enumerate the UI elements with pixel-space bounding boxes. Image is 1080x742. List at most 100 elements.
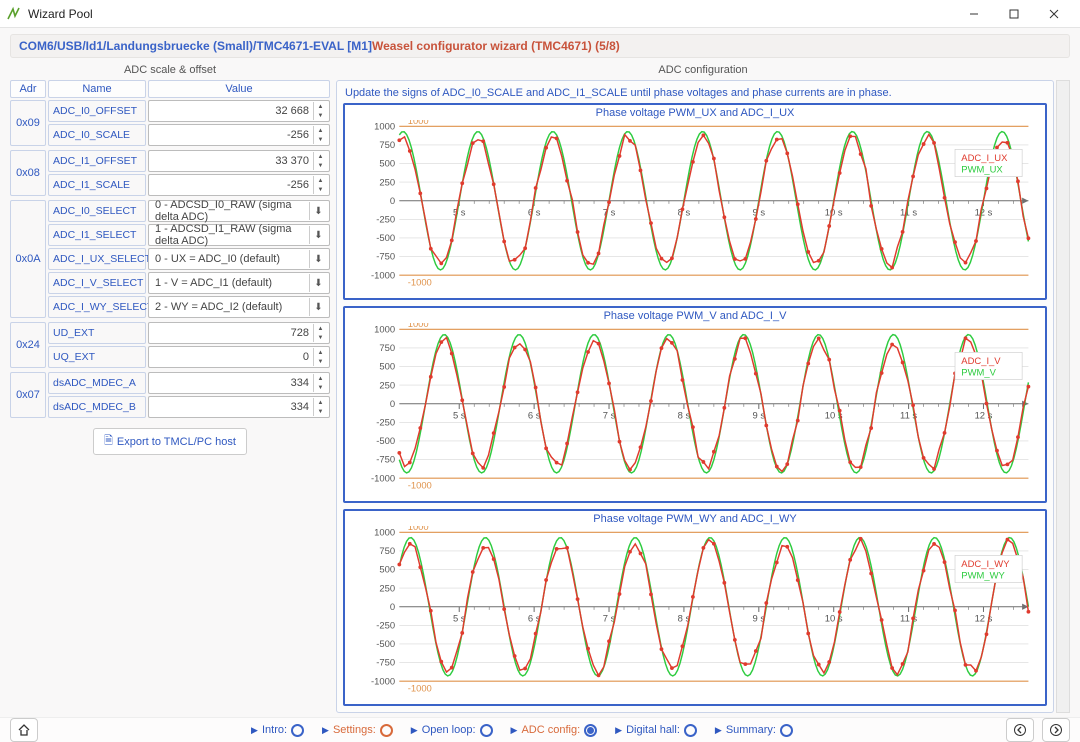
step-radio[interactable] bbox=[480, 724, 493, 737]
svg-text:-250: -250 bbox=[376, 213, 395, 224]
spinner-control[interactable]: ▲▼ bbox=[313, 348, 327, 366]
export-button[interactable]: 🗎 Export to TMCL/PC host bbox=[93, 428, 247, 455]
svg-text:250: 250 bbox=[379, 583, 395, 594]
chart-plot: -1000-750-500-250025050075010005 s6 s7 s… bbox=[349, 323, 1041, 499]
step-marker-icon: ▶ bbox=[322, 725, 329, 736]
header-adr: Adr bbox=[10, 80, 46, 98]
register-name: UQ_EXT bbox=[48, 346, 146, 368]
spinner-control[interactable]: ▲▼ bbox=[313, 126, 327, 144]
register-spinner[interactable]: 334▲▼ bbox=[148, 372, 330, 394]
svg-text:11 s: 11 s bbox=[900, 206, 917, 217]
svg-text:750: 750 bbox=[379, 342, 395, 353]
svg-text:-1000: -1000 bbox=[371, 269, 395, 280]
svg-text:-1000: -1000 bbox=[371, 472, 395, 483]
register-name: ADC_I1_SELECT bbox=[48, 224, 146, 246]
svg-text:10 s: 10 s bbox=[825, 206, 843, 217]
register-row: ADC_I0_OFFSET32 668▲▼ bbox=[48, 100, 330, 122]
step-radio[interactable] bbox=[380, 724, 393, 737]
export-label: Export to TMCL/PC host bbox=[117, 436, 236, 448]
maximize-button[interactable] bbox=[994, 0, 1034, 28]
dropdown-arrow-icon[interactable]: ⬇ bbox=[309, 298, 327, 316]
right-panel-title: ADC configuration bbox=[336, 62, 1070, 80]
svg-text:-750: -750 bbox=[376, 251, 395, 262]
spinner-control[interactable]: ▲▼ bbox=[313, 102, 327, 120]
svg-text:9 s: 9 s bbox=[753, 206, 766, 217]
step-marker-icon: ▶ bbox=[715, 725, 722, 736]
register-row: ADC_I_V_SELECT1 - V = ADC_I1 (default)⬇ bbox=[48, 272, 330, 294]
register-select[interactable]: 0 - UX = ADC_I0 (default)⬇ bbox=[148, 248, 330, 270]
spinner-control[interactable]: ▲▼ bbox=[313, 398, 327, 416]
register-name: ADC_I_WY_SELECT bbox=[48, 296, 146, 318]
register-spinner[interactable]: 334▲▼ bbox=[148, 396, 330, 418]
step-marker-icon: ▶ bbox=[411, 725, 418, 736]
register-spinner[interactable]: 0▲▼ bbox=[148, 346, 330, 368]
register-spinner[interactable]: 33 370▲▼ bbox=[148, 150, 330, 172]
wizard-step[interactable]: ▶ADC config: bbox=[511, 724, 598, 737]
wizard-title: Weasel configurator wizard (TMC4671) (5/… bbox=[372, 39, 1061, 53]
footer-nav: ▶Intro: ▶ Settings: ▶Open loop: ▶ADC config:… bbox=[0, 717, 1080, 742]
register-group: 0x09ADC_I0_OFFSET32 668▲▼ADC_I0_SCALE-25… bbox=[10, 100, 330, 146]
step-radio[interactable] bbox=[684, 724, 697, 737]
svg-text:PWM_WY: PWM_WY bbox=[961, 570, 1005, 581]
app-icon bbox=[6, 6, 22, 22]
chart-box: Phase voltage PWM_UX and ADC_I_UX -1000 -7… bbox=[343, 103, 1047, 300]
svg-text:-500: -500 bbox=[376, 232, 395, 243]
chart-title: Phase voltage PWM_UX and ADC_I_UX bbox=[349, 107, 1041, 120]
spinner-control[interactable]: ▲▼ bbox=[313, 374, 327, 392]
next-button[interactable] bbox=[1042, 718, 1070, 742]
vertical-scrollbar[interactable] bbox=[1056, 80, 1070, 713]
dropdown-arrow-icon[interactable]: ⬇ bbox=[309, 226, 327, 244]
home-button[interactable] bbox=[10, 718, 38, 742]
right-panel: ADC configuration Update the signs of AD… bbox=[336, 62, 1070, 713]
wizard-step[interactable]: ▶ Settings: bbox=[322, 724, 393, 737]
address-cell: 0x08 bbox=[10, 150, 46, 196]
svg-text:ADC_I_UX: ADC_I_UX bbox=[961, 152, 1008, 163]
register-select[interactable]: 1 - V = ADC_I1 (default)⬇ bbox=[148, 272, 330, 294]
step-marker-icon: ▶ bbox=[511, 725, 518, 736]
svg-text:-250: -250 bbox=[376, 417, 395, 428]
svg-text:-1000: -1000 bbox=[408, 480, 432, 491]
left-panel: ADC scale & offset Adr Name Value 0x09AD… bbox=[10, 62, 330, 713]
svg-text:-1000: -1000 bbox=[408, 683, 432, 694]
wizard-step[interactable]: ▶Open loop: bbox=[411, 724, 493, 737]
register-spinner[interactable]: 728▲▼ bbox=[148, 322, 330, 344]
chart-title: Phase voltage PWM_WY and ADC_I_WY bbox=[349, 513, 1041, 526]
wizard-step[interactable]: ▶Intro: bbox=[251, 724, 304, 737]
register-group: 0x24UD_EXT728▲▼UQ_EXT0▲▼ bbox=[10, 322, 330, 368]
wizard-step[interactable]: ▶Digital hall: bbox=[615, 724, 697, 737]
file-icon: 🗎 bbox=[104, 432, 113, 451]
dropdown-arrow-icon[interactable]: ⬇ bbox=[309, 250, 327, 268]
register-row: ADC_I1_SCALE-256▲▼ bbox=[48, 174, 330, 196]
step-radio[interactable] bbox=[780, 724, 793, 737]
register-spinner[interactable]: 32 668▲▼ bbox=[148, 100, 330, 122]
prev-button[interactable] bbox=[1006, 718, 1034, 742]
spinner-control[interactable]: ▲▼ bbox=[313, 152, 327, 170]
step-label: Settings: bbox=[333, 724, 376, 736]
svg-text:-750: -750 bbox=[376, 657, 395, 668]
svg-text:0: 0 bbox=[390, 398, 395, 409]
step-radio[interactable] bbox=[584, 724, 597, 737]
instruction-text: Update the signs of ADC_I0_SCALE and ADC… bbox=[343, 85, 1047, 103]
step-radio[interactable] bbox=[291, 724, 304, 737]
register-select[interactable]: 1 - ADCSD_I1_RAW (sigma delta ADC)⬇ bbox=[148, 224, 330, 246]
wizard-step[interactable]: ▶ Summary: bbox=[715, 724, 793, 737]
svg-text:-1000: -1000 bbox=[371, 676, 395, 687]
chart-box: Phase voltage PWM_WY and ADC_I_WY -1000 -7… bbox=[343, 509, 1047, 706]
register-spinner[interactable]: -256▲▼ bbox=[148, 124, 330, 146]
svg-text:500: 500 bbox=[379, 361, 395, 372]
close-button[interactable] bbox=[1034, 0, 1074, 28]
dropdown-arrow-icon[interactable]: ⬇ bbox=[309, 274, 327, 292]
minimize-button[interactable] bbox=[954, 0, 994, 28]
register-row: ADC_I_WY_SELECT2 - WY = ADC_I2 (default)… bbox=[48, 296, 330, 318]
left-panel-title: ADC scale & offset bbox=[10, 62, 330, 80]
step-label: Summary: bbox=[726, 724, 776, 736]
spinner-control[interactable]: ▲▼ bbox=[313, 324, 327, 342]
dropdown-arrow-icon[interactable]: ⬇ bbox=[309, 202, 327, 220]
spinner-control[interactable]: ▲▼ bbox=[313, 176, 327, 194]
register-spinner[interactable]: -256▲▼ bbox=[148, 174, 330, 196]
register-row: ADC_I1_OFFSET33 370▲▼ bbox=[48, 150, 330, 172]
register-select[interactable]: 2 - WY = ADC_I2 (default)⬇ bbox=[148, 296, 330, 318]
register-select[interactable]: 0 - ADCSD_I0_RAW (sigma delta ADC)⬇ bbox=[148, 200, 330, 222]
table-header: Adr Name Value bbox=[10, 80, 330, 98]
register-name: ADC_I0_SCALE bbox=[48, 124, 146, 146]
